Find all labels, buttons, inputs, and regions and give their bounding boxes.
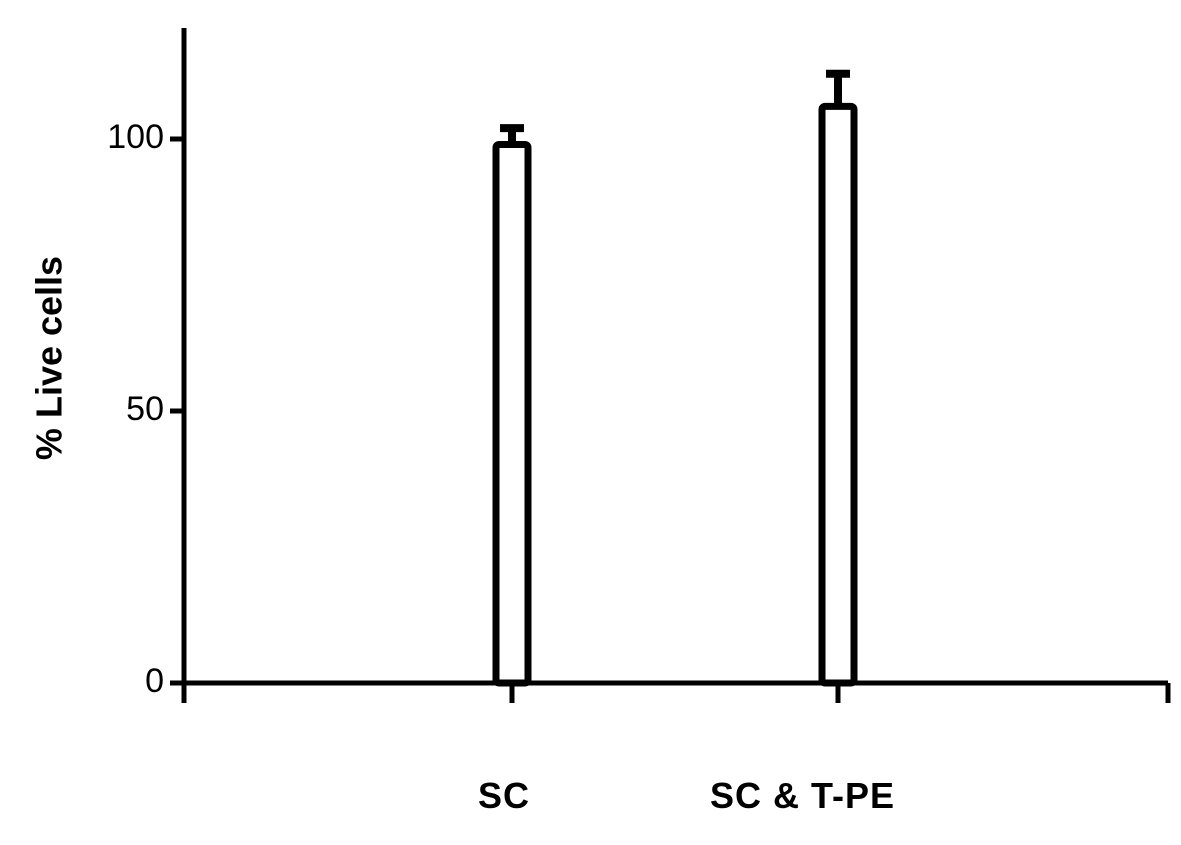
x-category-label: SC <box>478 775 530 816</box>
y-axis-title: % Live cells <box>29 256 70 460</box>
y-tick-label: 50 <box>126 390 164 428</box>
bar-sc-t-pe <box>818 102 858 687</box>
bar-sc <box>492 140 532 687</box>
y-tick-label: 100 <box>107 118 164 156</box>
x-category-label: SC & T-PE <box>710 775 895 816</box>
y-tick-label: 0 <box>145 662 164 700</box>
